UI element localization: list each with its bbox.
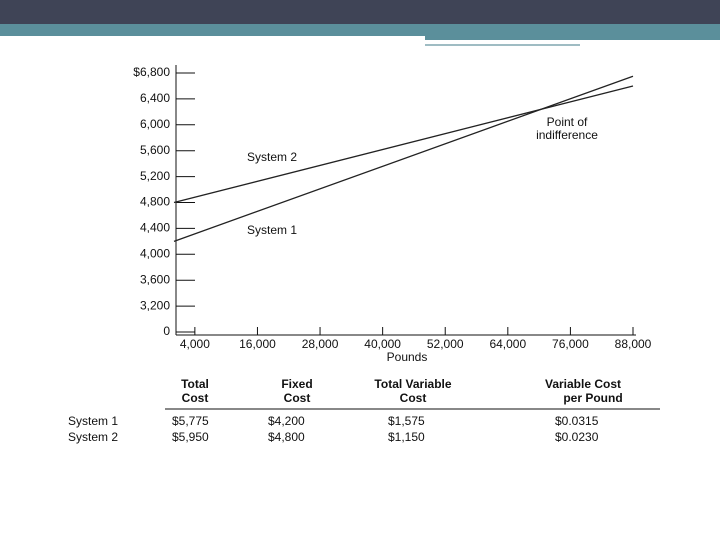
table-header: Fixed xyxy=(281,377,312,391)
series-line xyxy=(173,75,634,242)
table-header: Cost xyxy=(284,391,311,405)
annotation: Point of xyxy=(547,115,588,129)
table-cell: $5,950 xyxy=(172,430,209,444)
x-tick-label: 40,000 xyxy=(364,337,401,351)
table-cell: $4,800 xyxy=(268,430,305,444)
y-tick-label: $6,800 xyxy=(133,65,170,79)
accent-bar xyxy=(0,24,720,36)
table-cell: $1,575 xyxy=(388,414,425,428)
x-tick-label: 4,000 xyxy=(180,337,210,351)
x-tick-label: 88,000 xyxy=(615,337,652,351)
x-axis-label: Pounds xyxy=(387,350,428,364)
accent-line xyxy=(425,44,580,46)
x-tick-label: 16,000 xyxy=(239,337,276,351)
y-tick-label: 3,600 xyxy=(140,272,170,286)
series-line xyxy=(173,85,634,204)
table-cell: $5,775 xyxy=(172,414,209,428)
y-tick-label: 0 xyxy=(163,324,170,338)
accent-bar xyxy=(425,36,720,40)
table-cell: $0.0315 xyxy=(555,414,599,428)
table-header: Total xyxy=(181,377,209,391)
series-label: System 2 xyxy=(247,150,297,164)
top-bar xyxy=(0,0,720,24)
y-tick-label: 3,200 xyxy=(140,298,170,312)
table-cell: $4,200 xyxy=(268,414,305,428)
y-tick-label: 5,200 xyxy=(140,169,170,183)
x-tick-label: 52,000 xyxy=(427,337,464,351)
table-cell: $1,150 xyxy=(388,430,425,444)
table-cell: System 2 xyxy=(68,430,118,444)
table-header: Total Variable xyxy=(374,377,451,391)
y-tick-label: 4,800 xyxy=(140,195,170,209)
y-tick-label: 5,600 xyxy=(140,143,170,157)
table-header: Cost xyxy=(182,391,209,405)
x-tick-label: 76,000 xyxy=(552,337,589,351)
y-tick-label: 4,000 xyxy=(140,246,170,260)
y-tick-label: 4,400 xyxy=(140,221,170,235)
table-header: per Pound xyxy=(563,391,622,405)
y-tick-label: 6,000 xyxy=(140,117,170,131)
x-tick-label: 64,000 xyxy=(489,337,526,351)
table-cell: $0.0230 xyxy=(555,430,599,444)
x-tick-label: 28,000 xyxy=(302,337,339,351)
table-header: Cost xyxy=(400,391,427,405)
y-tick-label: 6,400 xyxy=(140,91,170,105)
table-cell: System 1 xyxy=(68,414,118,428)
table-header: Variable Cost xyxy=(545,377,621,391)
series-label: System 1 xyxy=(247,223,297,237)
annotation: indifference xyxy=(536,128,598,142)
